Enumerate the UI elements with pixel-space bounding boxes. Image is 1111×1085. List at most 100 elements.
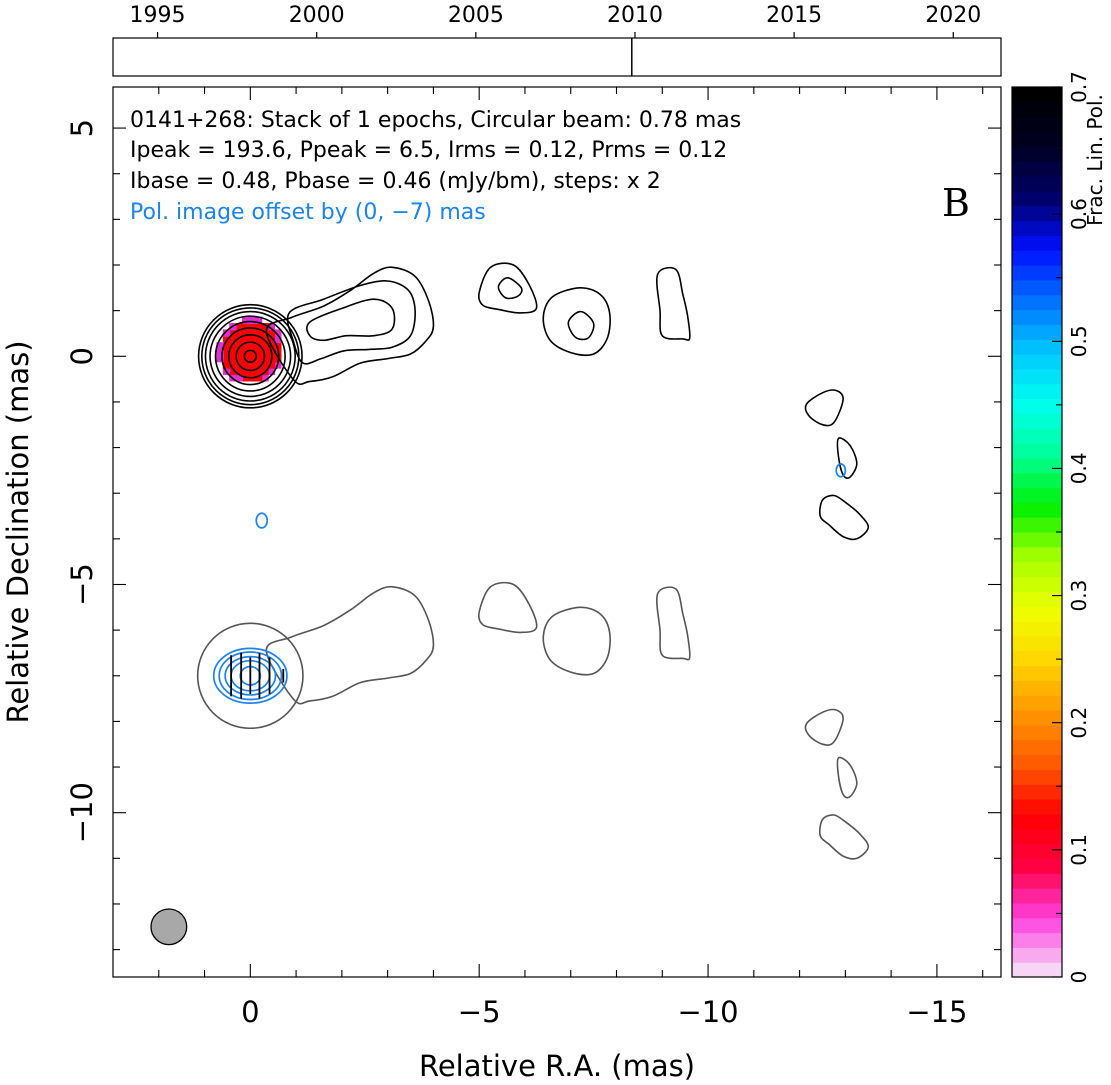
offset-knot-contour <box>656 586 691 661</box>
frac-pol-pixel <box>242 354 250 363</box>
colorbar-cell <box>1012 947 1062 963</box>
offset-note: Pol. image offset by (0, −7) mas <box>130 200 486 225</box>
x-axis-label: Relative R.A. (mas) <box>419 1049 695 1083</box>
colorbar-cell <box>1012 413 1062 429</box>
frac-pol-pixel <box>248 322 256 331</box>
y-tick-label: 0 <box>65 347 99 365</box>
stokes-i-core-contour <box>243 349 258 364</box>
colorbar-cell <box>1012 680 1062 696</box>
colorbar-cell <box>1012 502 1062 518</box>
pol-contour <box>224 655 277 696</box>
frac-pol-pixel <box>229 354 237 363</box>
frac-pol-pixel <box>254 342 263 350</box>
colorbar-cell <box>1012 443 1062 459</box>
timeline-tick-label: 2010 <box>607 3 663 28</box>
frac-pol-pixel <box>261 374 269 382</box>
colorbar-cell <box>1012 591 1062 607</box>
frac-pol-pixel <box>267 329 276 337</box>
frac-pol-pixel <box>235 322 244 331</box>
colorbar-cell <box>1012 858 1062 874</box>
colorbar-cell <box>1012 962 1062 978</box>
colorbar-cell <box>1012 368 1062 385</box>
frac-pol-pixel <box>235 354 244 363</box>
frac-pol-pixel <box>235 329 244 337</box>
stokes-i-core-contour <box>235 341 266 372</box>
frac-pol-pixel <box>222 361 231 369</box>
colorbar-tick-label: 0.4 <box>1067 452 1091 484</box>
timeline-frame <box>112 37 1002 77</box>
frac-pol-pixel <box>267 335 276 344</box>
frac-pol-pixel <box>254 348 263 356</box>
colorbar-cell <box>1012 354 1062 370</box>
colorbar-cell <box>1012 383 1062 400</box>
frac-pol-pixel <box>242 316 250 324</box>
colorbar-cell <box>1012 917 1062 934</box>
colorbar-cell <box>1012 665 1062 681</box>
stokes-i-core-contour <box>228 334 273 379</box>
frac-pol-pixel <box>216 342 224 350</box>
colorbar-cell <box>1012 235 1062 251</box>
frac-pol-pixel <box>235 367 244 376</box>
frac-pol-pixel <box>248 348 256 356</box>
colorbar-cell <box>1012 621 1062 637</box>
colorbar-cell <box>1012 561 1062 578</box>
timeline-tick-label: 2000 <box>289 3 345 28</box>
pol-contour <box>835 463 847 478</box>
frac-pol-pixel <box>254 329 263 337</box>
colorbar-cell <box>1012 176 1062 192</box>
pol-contour <box>218 651 283 701</box>
frac-pol-pixel <box>254 322 263 331</box>
colorbar-tick-label: 0 <box>1067 971 1091 984</box>
stokes-i-knot-contour <box>836 437 858 480</box>
x-tick-label: −5 <box>458 995 501 1029</box>
info-line-1: 0141+268: Stack of 1 epochs, Circular be… <box>130 108 741 133</box>
stokes-i-knot-contour <box>567 310 595 341</box>
stokes-i-jet-contour <box>265 266 435 386</box>
colorbar-cell <box>1012 487 1062 503</box>
stokes-i-core-contour <box>204 310 296 402</box>
y-tick-label: −5 <box>65 563 99 606</box>
colorbar-cell <box>1012 146 1062 162</box>
frac-pol-pixel <box>254 354 263 363</box>
colorbar-cell <box>1012 546 1062 563</box>
frac-pol-pixel <box>261 361 269 369</box>
frac-pol-pixel <box>248 329 256 337</box>
colorbar-cell <box>1012 784 1062 800</box>
frac-pol-pixel <box>261 329 269 337</box>
frac-pol-pixel <box>229 367 237 376</box>
colorbar-cell <box>1012 635 1062 652</box>
frac-pol-pixel <box>274 354 282 363</box>
stokes-i-jet-contour <box>306 298 396 342</box>
frac-pol-pixel <box>229 348 237 356</box>
stokes-i-knot-contour <box>656 266 691 341</box>
stokes-i-core-contour <box>221 327 280 386</box>
frac-pol-pixel <box>261 342 269 350</box>
colorbar-cell <box>1012 161 1062 177</box>
stokes-i-core-contour <box>197 303 303 409</box>
offset-knot-contour <box>836 756 858 799</box>
frac-pol-pixel <box>254 374 263 382</box>
colorbar-cell <box>1012 205 1062 222</box>
frac-pol-pixel <box>242 361 250 369</box>
frac-pol-pixel <box>229 342 237 350</box>
offset-knot-contour <box>818 814 870 860</box>
colorbar-cell <box>1012 739 1062 756</box>
colorbar-cell <box>1012 309 1062 325</box>
frac-pol-pixel <box>242 342 250 350</box>
info-line-2: Ipeak = 193.6, Ppeak = 6.5, Irms = 0.12,… <box>130 138 727 163</box>
colorbar-cell <box>1012 101 1062 118</box>
offset-jet-contour <box>265 585 435 705</box>
timeline-tick-label: 1995 <box>130 3 186 28</box>
y-axis-label: Relative Declination (mas) <box>1 340 35 723</box>
colorbar-cell <box>1012 932 1062 948</box>
frac-pol-pixel <box>254 316 263 324</box>
frac-pol-pixel <box>274 335 282 344</box>
frac-pol-pixel <box>254 361 263 369</box>
colorbar-tick-label: 0.5 <box>1067 325 1091 357</box>
frac-pol-pixel <box>222 329 231 337</box>
colorbar-cell <box>1012 650 1062 667</box>
frac-pol-pixel <box>248 316 256 324</box>
frac-pol-pixel <box>222 348 231 356</box>
colorbar-cell <box>1012 265 1062 281</box>
